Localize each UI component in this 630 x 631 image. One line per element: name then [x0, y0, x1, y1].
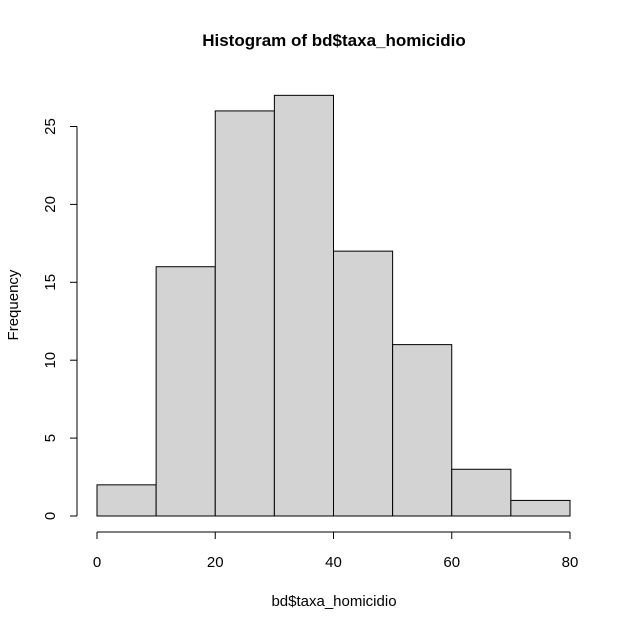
histogram-bar-1 [155, 266, 216, 517]
y-axis: 0 5 10 15 20 25 [42, 118, 78, 520]
x-tick-label: 60 [443, 554, 460, 571]
histogram-bar-2 [214, 110, 275, 517]
y-tick-label: 5 [42, 434, 59, 442]
y-tick-label: 0 [42, 512, 59, 520]
chart-title: Histogram of bd$taxa_homicidio [202, 31, 466, 50]
x-axis: 0 20 40 60 80 [93, 531, 579, 571]
y-tick-label: 15 [42, 274, 59, 291]
x-tick-label: 40 [325, 554, 342, 571]
histogram-bar-3 [273, 94, 334, 517]
y-tick-label: 20 [42, 196, 59, 213]
x-tick-label: 0 [93, 554, 101, 571]
histogram-bar-5 [392, 344, 453, 517]
y-tick-label: 25 [42, 118, 59, 135]
y-axis-label: Frequency [5, 269, 22, 340]
histogram-bar-7 [510, 499, 571, 517]
x-tick-label: 20 [207, 554, 224, 571]
bars-group [96, 94, 571, 517]
x-axis-label: bd$taxa_homicidio [271, 593, 396, 610]
histogram-bar-0 [96, 484, 157, 517]
histogram-bar-4 [333, 250, 394, 517]
y-tick-label: 10 [42, 352, 59, 369]
x-tick-label: 80 [562, 554, 579, 571]
histogram-bar-6 [451, 468, 512, 517]
